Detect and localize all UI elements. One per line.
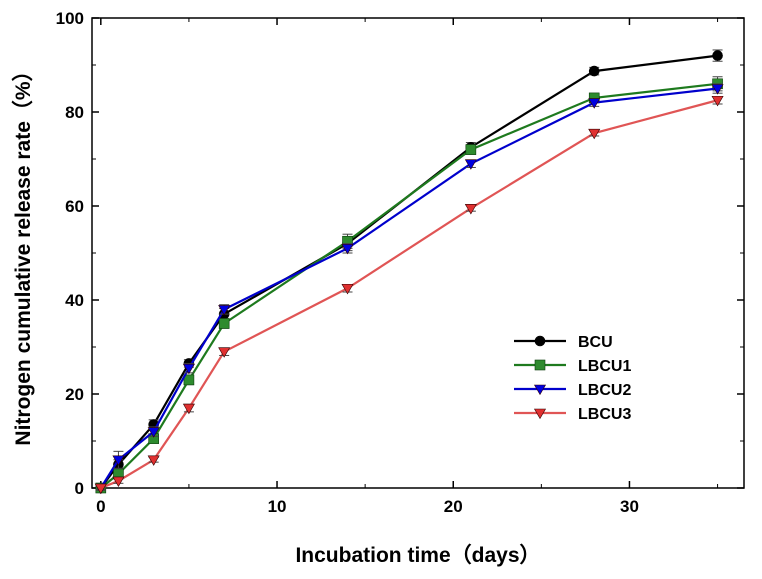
x-tick-label: 10	[268, 497, 287, 516]
y-tick-label: 40	[65, 291, 84, 310]
y-tick-label: 20	[65, 385, 84, 404]
x-axis-title: Incubation time（days）	[295, 543, 540, 567]
data-point-lbcu2	[218, 305, 231, 316]
data-point-lbcu3	[182, 403, 195, 415]
series-line-bcu	[99, 54, 718, 489]
legend-label: BCU	[578, 334, 613, 351]
data-point-lbcu2	[112, 455, 125, 466]
legend-label: LBCU1	[578, 358, 631, 375]
data-point-lbcu3	[218, 347, 231, 358]
series-lbcu1	[95, 76, 723, 494]
legend-marker	[534, 335, 546, 347]
y-tick-label: 60	[65, 197, 84, 216]
legend-marker	[533, 384, 547, 396]
legend-item-lbcu2: LBCU2	[514, 382, 631, 399]
series-lbcu3	[94, 95, 724, 495]
legend-item-lbcu1: LBCU1	[514, 358, 631, 375]
data-point-lbcu3	[112, 476, 125, 488]
data-point-lbcu1	[218, 318, 230, 329]
y-tick-label: 0	[75, 479, 84, 498]
series-line-lbcu3	[100, 99, 718, 490]
data-point-lbcu2	[341, 244, 354, 255]
series-layer	[94, 49, 724, 495]
data-point-lbcu2	[588, 98, 601, 109]
data-point-lbcu2	[147, 427, 160, 438]
legend-label: LBCU2	[578, 382, 631, 399]
x-tick-label: 20	[444, 497, 463, 516]
x-tick-label: 30	[620, 497, 639, 516]
data-point-lbcu3	[341, 283, 354, 295]
x-tick-label: 0	[96, 497, 105, 516]
data-point-bcu	[712, 50, 723, 61]
data-point-lbcu1	[183, 374, 195, 386]
data-point-lbcu2	[182, 363, 195, 375]
series-line-lbcu1	[100, 82, 718, 489]
legend-label: LBCU3	[578, 406, 631, 423]
data-point-lbcu3	[711, 95, 724, 107]
data-point-lbcu3	[94, 483, 107, 495]
legend: BCU LBCU1 LBCU2 LBCU3	[514, 334, 631, 423]
axes-layer: 0 20 40 60 80 100 0 10 20 30	[56, 9, 744, 516]
legend-item-lbcu3: LBCU3	[514, 406, 631, 423]
data-point-bcu	[588, 65, 600, 77]
legend-item-bcu: BCU	[514, 334, 613, 351]
data-point-lbcu2	[464, 159, 477, 170]
y-axis-title: Nitrogen cumulative release rate（%）	[11, 60, 35, 445]
legend-marker	[533, 408, 547, 420]
legend-marker	[534, 359, 546, 371]
data-point-lbcu3	[147, 455, 160, 466]
series-lbcu2	[94, 83, 724, 495]
y-tick-label: 80	[65, 103, 84, 122]
data-point-lbcu1	[465, 144, 477, 155]
plot-frame	[91, 17, 745, 489]
y-tick-label: 100	[56, 9, 84, 28]
data-point-lbcu3	[588, 128, 601, 140]
series-bcu	[95, 49, 723, 494]
data-point-lbcu2	[711, 84, 724, 95]
data-point-lbcu3	[464, 204, 477, 215]
series-line-lbcu2	[99, 87, 718, 489]
